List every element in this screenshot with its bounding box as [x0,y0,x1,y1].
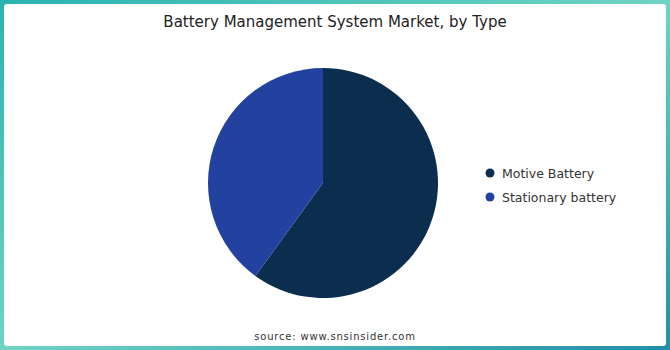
source: source: www.snsinsider.com [254,331,415,342]
title: Battery Management System Market, by Typ… [163,13,506,31]
legend-label: Stationary battery [502,190,617,205]
legend-label: Motive Battery [502,166,595,181]
legend-swatch [486,193,495,202]
chart: Battery Management System Market, by Typ… [0,0,670,350]
frame [0,0,670,350]
background [4,4,666,346]
legend-swatch [486,169,495,178]
legend: Motive Battery Stationary battery [486,166,617,205]
slice [208,68,323,276]
pie [208,68,438,298]
